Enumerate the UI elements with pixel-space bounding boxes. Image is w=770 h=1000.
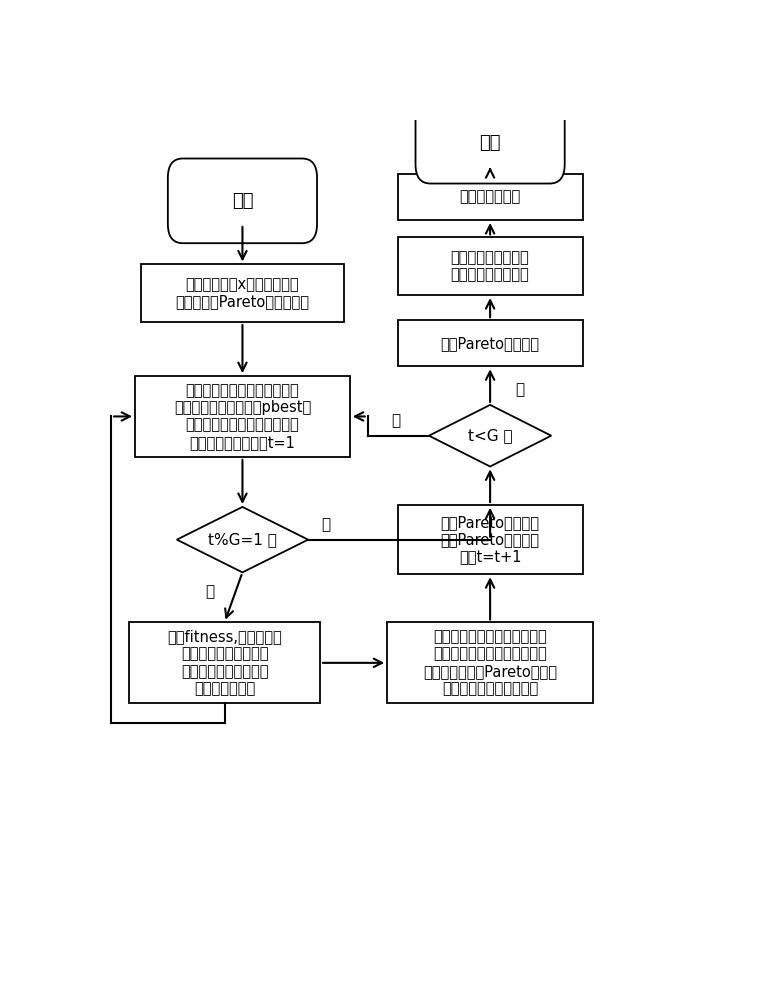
Text: 计算每个个体的适应度值，初
始化个体当前最好位置pbest，
随机选取非支配解集中某个体
作为全局最好粒子，t=1: 计算每个个体的适应度值，初 始化个体当前最好位置pbest， 随机选取非支配解集… [174, 383, 311, 450]
Bar [387, 622, 593, 703]
Text: 输出Pareto最优解集: 输出Pareto最优解集 [440, 336, 540, 351]
FancyBboxPatch shape [168, 158, 317, 243]
Text: 结束: 结束 [480, 134, 500, 152]
Text: 开始: 开始 [232, 192, 253, 210]
Text: 排序fitness,建立鸡群等
级制度，将鸡群分为数
个子群，并建立母鸡与
小鸡的对应关系: 排序fitness,建立鸡群等 级制度，将鸡群分为数 个子群，并建立母鸡与 小鸡… [167, 629, 282, 696]
Text: 生成调度甘特图: 生成调度甘特图 [460, 190, 521, 205]
Text: 分别更新公鸡、母鸡和小鸡的
位置，并分别计算对应的个体
适应度值，采用Pareto支配程
序更新个体当前最好位置: 分别更新公鸡、母鸡和小鸡的 位置，并分别计算对应的个体 适应度值，采用Paret… [423, 629, 557, 696]
Text: t<G ？: t<G ？ [468, 428, 512, 443]
Bar [397, 174, 583, 220]
Text: 初始化鸡群群x，定义相关参
数，初始化Pareto非支配解集: 初始化鸡群群x，定义相关参 数，初始化Pareto非支配解集 [176, 277, 310, 309]
Bar [129, 622, 320, 703]
Bar [397, 320, 583, 366]
Bar [135, 376, 350, 457]
FancyBboxPatch shape [416, 103, 564, 184]
Bar [141, 264, 344, 322]
Polygon shape [429, 405, 551, 467]
Polygon shape [177, 507, 308, 572]
Text: 是: 是 [515, 382, 524, 397]
Bar [397, 505, 583, 574]
Text: 否: 否 [321, 517, 330, 532]
Text: t%G=1 ？: t%G=1 ？ [208, 532, 277, 547]
Text: 选取符合条件的满意
解，并对其进行解码: 选取符合条件的满意 解，并对其进行解码 [450, 250, 530, 282]
Bar [397, 237, 583, 295]
Text: 否: 否 [392, 413, 400, 428]
Text: 采用Pareto支配程序
更新Pareto非支配解
集，t=t+1: 采用Pareto支配程序 更新Pareto非支配解 集，t=t+1 [440, 515, 540, 565]
Text: 是: 是 [205, 584, 214, 599]
